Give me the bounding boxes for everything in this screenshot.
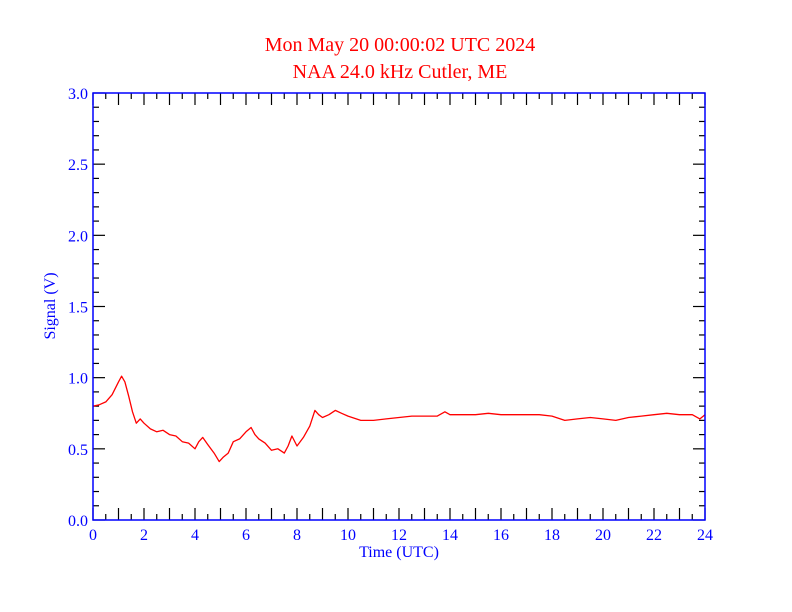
series-group: [92, 375, 706, 463]
x-tick-label: 4: [191, 527, 199, 544]
x-tick-label: 24: [697, 527, 713, 544]
chart-title: Mon May 20 00:00:02 UTC 2024: [265, 34, 536, 56]
chart-subtitle: NAA 24.0 kHz Cutler, ME: [293, 61, 508, 83]
y-tick-label: 2.5: [68, 157, 88, 174]
x-tick-label: 0: [89, 527, 97, 544]
x-tick-label: 20: [595, 527, 611, 544]
y-tick-label: 3.0: [68, 86, 88, 103]
x-tick-label: 6: [242, 527, 250, 544]
y-tick-label: 0.0: [68, 513, 88, 530]
x-tick-label: 8: [293, 527, 301, 544]
x-tick-label: 12: [391, 527, 407, 544]
x-tick-label: 10: [340, 527, 356, 544]
plot-frame: [92, 92, 706, 521]
x-tick-label: 14: [442, 527, 458, 544]
x-axis-title: Time (UTC): [359, 544, 439, 561]
axis-ticks: [92, 92, 706, 521]
x-tick-label: 22: [646, 527, 662, 544]
signal-line: [92, 375, 706, 463]
x-tick-label: 18: [544, 527, 560, 544]
y-tick-label: 1.0: [68, 371, 88, 388]
plot-border: [92, 92, 706, 521]
y-axis-title: Signal (V): [42, 272, 59, 339]
x-tick-label: 2: [140, 527, 148, 544]
y-tick-label: 0.5: [68, 442, 88, 459]
tick-labels: 0 2 4 6 8 10 12 14 16 18 20 22 240.00.51.01.52.02.53…: [68, 86, 713, 544]
y-tick-label: 1.5: [68, 300, 88, 317]
y-tick-label: 2.0: [68, 228, 88, 245]
x-tick-label: 16: [493, 527, 509, 544]
